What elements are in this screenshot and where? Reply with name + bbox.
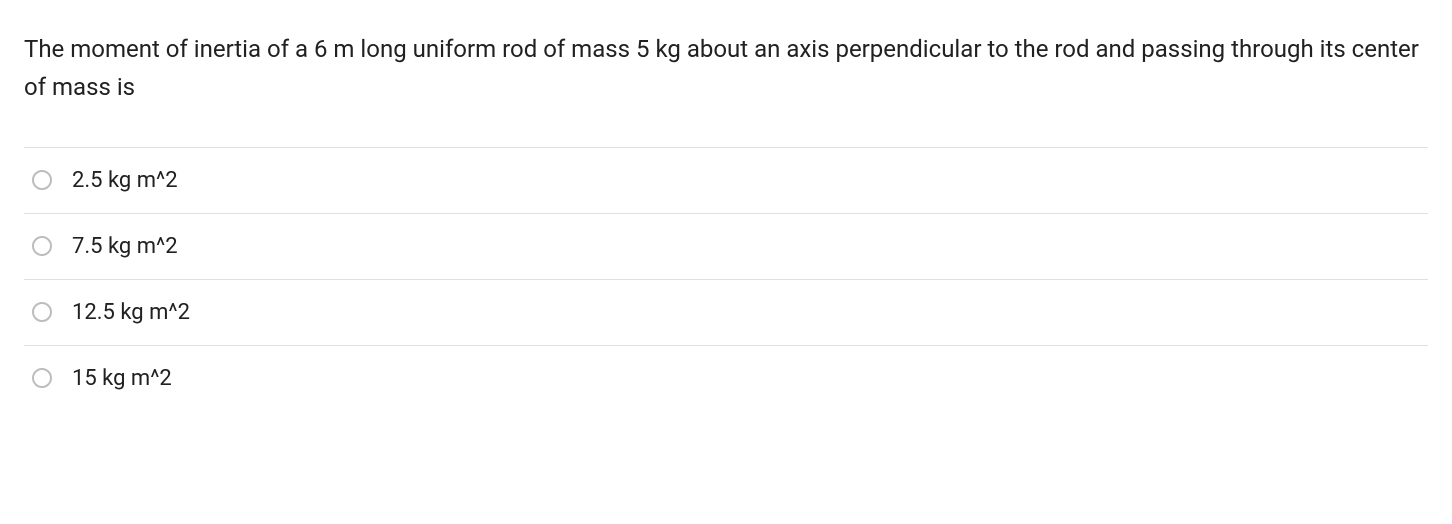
option-row-3[interactable]: 15 kg m^2 <box>24 345 1428 411</box>
option-row-2[interactable]: 12.5 kg m^2 <box>24 279 1428 345</box>
question-text: The moment of inertia of a 6 m long unif… <box>24 30 1428 107</box>
options-container: 2.5 kg m^2 7.5 kg m^2 12.5 kg m^2 15 kg … <box>24 147 1428 411</box>
radio-icon[interactable] <box>32 170 52 190</box>
option-label: 15 kg m^2 <box>72 366 172 391</box>
option-row-1[interactable]: 7.5 kg m^2 <box>24 213 1428 279</box>
radio-icon[interactable] <box>32 236 52 256</box>
option-label: 12.5 kg m^2 <box>72 300 190 325</box>
option-row-0[interactable]: 2.5 kg m^2 <box>24 147 1428 213</box>
option-label: 2.5 kg m^2 <box>72 168 178 193</box>
radio-icon[interactable] <box>32 368 52 388</box>
option-label: 7.5 kg m^2 <box>72 234 178 259</box>
radio-icon[interactable] <box>32 302 52 322</box>
